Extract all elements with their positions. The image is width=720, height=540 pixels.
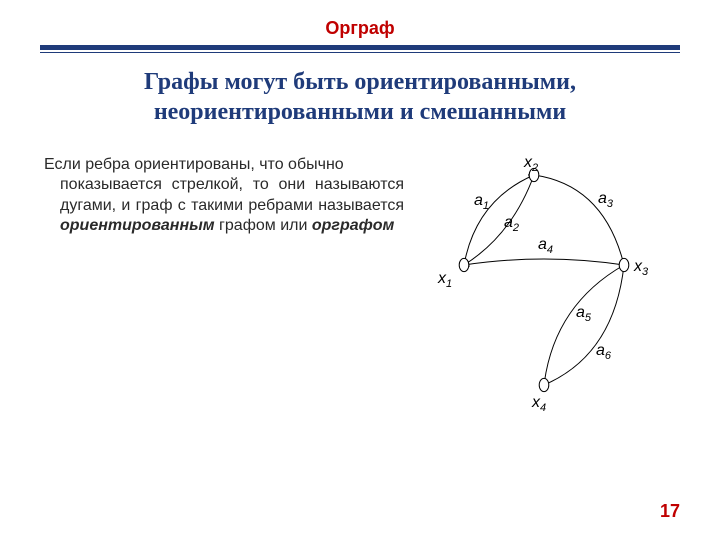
body-term1: ориентированным: [60, 217, 215, 234]
edge-label-a4: a4: [538, 236, 553, 256]
node-x3: [619, 258, 629, 271]
edge-labels-group: a1 a2 a3 a4 a5a6: [474, 190, 614, 362]
node-labels-group: x1x2x3x4: [437, 154, 649, 414]
edge-label-a1: a1: [474, 192, 489, 212]
body-mid: графом или: [215, 217, 312, 234]
edge-label-a3: a3: [598, 190, 614, 210]
edge-label-a5: a5: [576, 304, 592, 324]
body-rest: показывается стрелкой, то они называются…: [60, 176, 404, 213]
node-x4: [539, 378, 549, 391]
rule-thick: [40, 45, 680, 50]
title-rule: [40, 45, 680, 53]
edge-label-a6: a6: [596, 342, 612, 362]
node-label-x4: x4: [531, 394, 546, 414]
slide-subheading: Графы могут быть ориентированными, неори…: [70, 67, 650, 127]
content-row: Если ребра ориентированы, что обычно пок…: [40, 155, 680, 435]
page-number: 17: [660, 501, 680, 522]
body-text: Если ребра ориентированы, что обычно пок…: [40, 155, 404, 435]
node-x1: [459, 258, 469, 271]
rule-thin: [40, 52, 680, 53]
edge-a2: [464, 175, 534, 265]
body-lead: Если ребра ориентированы, что обычно: [44, 156, 344, 173]
edge-a1: [464, 175, 534, 265]
body-term2: орграфом: [312, 217, 395, 234]
slide: Орграф Графы могут быть ориентированными…: [0, 0, 720, 540]
node-label-x1: x1: [437, 270, 452, 290]
digraph-svg: x1x2x3x4 a1a2a3a4a5a6: [404, 145, 684, 435]
graph-area: x1x2x3x4 a1a2a3a4a5a6: [404, 155, 680, 435]
edge-label-a2: a2: [504, 214, 519, 234]
edge-a6: [544, 265, 624, 385]
edge-a4: [464, 259, 624, 265]
slide-title: Орграф: [40, 18, 680, 39]
edge-a5: [544, 265, 624, 385]
node-label-x3: x3: [633, 258, 649, 278]
body-rest-block: показывается стрелкой, то они называются…: [44, 175, 404, 236]
